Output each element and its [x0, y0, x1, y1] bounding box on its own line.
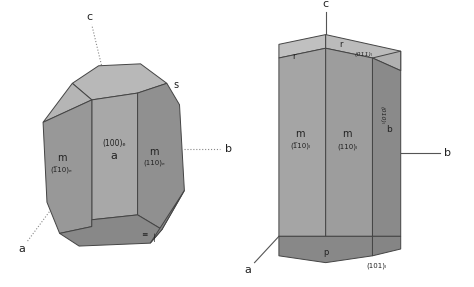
Polygon shape — [150, 191, 184, 243]
Polygon shape — [43, 100, 92, 233]
Text: b: b — [444, 148, 451, 158]
Polygon shape — [373, 58, 401, 236]
Polygon shape — [279, 35, 326, 58]
Text: (010)ₗ: (010)ₗ — [379, 106, 384, 123]
Polygon shape — [60, 215, 162, 246]
Text: r: r — [339, 40, 343, 49]
Polygon shape — [279, 48, 326, 236]
Text: (101)ₗ: (101)ₗ — [366, 262, 386, 269]
Polygon shape — [373, 236, 401, 256]
Text: ≡: ≡ — [141, 230, 147, 239]
Text: b: b — [225, 144, 232, 154]
Text: ⎪: ⎪ — [152, 233, 157, 241]
Text: m: m — [57, 153, 66, 163]
Polygon shape — [137, 83, 184, 230]
Text: m: m — [149, 147, 159, 156]
Text: c: c — [87, 12, 93, 22]
Text: s: s — [173, 80, 179, 90]
Polygon shape — [92, 93, 137, 220]
Text: a: a — [111, 152, 118, 161]
Text: a: a — [244, 265, 251, 276]
Text: m: m — [342, 129, 352, 139]
Polygon shape — [326, 35, 401, 71]
Text: (011)ₗ: (011)ₗ — [355, 52, 373, 57]
Polygon shape — [73, 64, 167, 100]
Text: a: a — [18, 244, 25, 254]
Text: m: m — [296, 129, 305, 139]
Text: (1̅10)ₗ: (1̅10)ₗ — [290, 143, 310, 150]
Polygon shape — [279, 236, 373, 263]
Polygon shape — [43, 83, 92, 122]
Polygon shape — [326, 48, 373, 236]
Text: r: r — [293, 52, 296, 61]
Text: c: c — [323, 0, 329, 9]
Text: b: b — [386, 125, 392, 134]
Text: p: p — [323, 248, 328, 257]
Text: (1̅10)ₑ: (1̅10)ₑ — [51, 166, 73, 174]
Text: (110)ₑ: (110)ₑ — [143, 160, 165, 166]
Polygon shape — [373, 51, 401, 71]
Text: (100)ₑ: (100)ₑ — [102, 139, 126, 148]
Text: (110)ₗ: (110)ₗ — [337, 144, 357, 150]
